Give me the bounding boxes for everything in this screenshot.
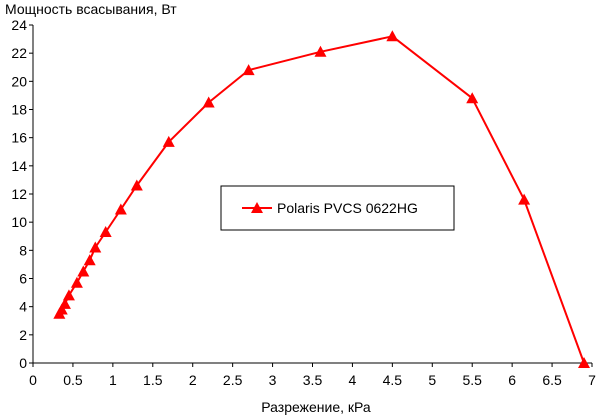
data-point-marker [89,241,102,253]
x-tick-label: 2.5 [223,372,243,388]
x-tick-label: 3.5 [303,372,323,388]
data-point-marker [202,96,215,108]
data-point-marker [62,289,75,301]
x-tick-label: 0.5 [63,372,83,388]
y-tick-label: 2 [19,327,27,343]
data-point-marker [162,135,175,147]
x-tick-label: 3 [269,372,277,388]
x-tick-label: 1 [109,372,117,388]
legend: Polaris PVCS 0622HG [220,185,455,231]
data-point-marker [314,45,327,57]
data-point-marker [386,30,399,42]
data-point-marker [130,179,143,191]
x-tick-label: 2 [189,372,197,388]
y-tick-label: 20 [11,73,27,89]
x-tick-label: 4 [349,372,357,388]
x-tick-label: 5 [428,372,436,388]
data-point-marker [55,303,68,315]
data-point-marker [77,265,90,277]
data-point-marker [114,203,127,215]
x-tick-label: 0 [29,372,37,388]
y-tick-label: 16 [11,130,27,146]
plot-area [53,30,591,368]
x-tick-label: 6.5 [542,372,562,388]
x-tick-label: 7 [588,372,596,388]
y-tick-label: 4 [19,299,27,315]
y-tick-label: 22 [11,45,27,61]
x-tick-label: 4.5 [383,372,403,388]
x-tick-label: 5.5 [462,372,482,388]
y-tick-label: 10 [11,214,27,230]
y-tick-label: 14 [11,158,27,174]
x-axis-label: Разрежение, кРа [261,399,371,415]
y-tick-label: 8 [19,242,27,258]
data-point-marker [242,64,255,76]
x-tick-label: 6 [508,372,516,388]
data-point-marker [58,297,71,309]
data-point-marker [518,193,531,205]
y-tick-label: 0 [19,355,27,371]
y-tick-label: 6 [19,271,27,287]
y-tick-label: 12 [11,186,27,202]
legend-label: Polaris PVCS 0622HG [277,200,418,216]
data-point-marker [70,276,83,288]
data-point-marker [466,92,479,104]
x-tick-label: 1.5 [143,372,163,388]
data-point-marker [578,357,591,368]
x-axis: 0 0.5 1 1.5 2 2.5 3 3.5 4 4.5 5 5.5 6 6.5 7 [29,362,596,388]
y-tick-label: 18 [11,102,27,118]
y-tick-label: 24 [11,17,27,33]
data-point-marker [83,254,96,266]
legend-marker [251,202,263,213]
data-point-marker [99,226,112,238]
chart-title: Мощность всасывания, Вт [5,1,177,17]
